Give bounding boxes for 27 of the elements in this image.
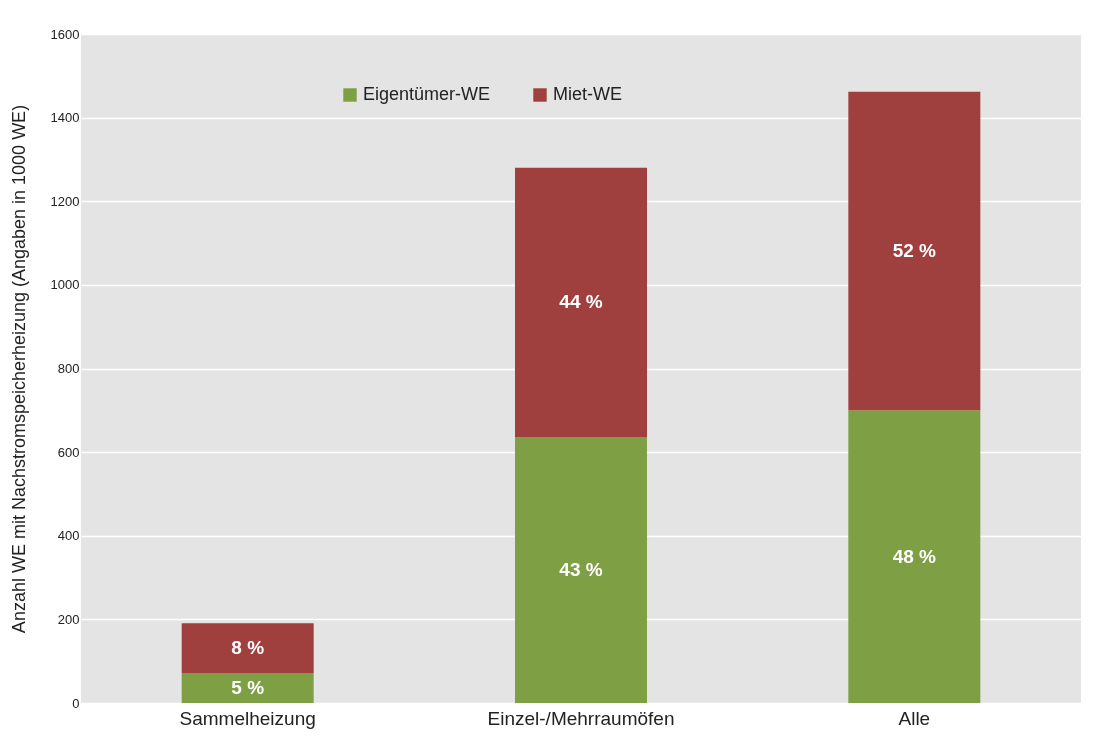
bar <box>848 91 981 411</box>
y-tick-label: 1600 <box>50 26 80 42</box>
bar <box>515 167 647 438</box>
y-tick-label: 800 <box>57 361 80 376</box>
y-tick-label: 600 <box>57 444 80 460</box>
annotation: 48 % <box>892 545 937 567</box>
x-tick-label: Sammelheizung <box>179 707 316 729</box>
y-tick-label: 200 <box>57 611 80 627</box>
y-tick-label: 1400 <box>50 110 80 126</box>
annotation: 52 % <box>892 240 937 262</box>
bar <box>181 623 314 673</box>
bar <box>848 410 981 703</box>
annotation: 43 % <box>559 559 603 581</box>
y-tick-label: 1200 <box>50 193 80 209</box>
y-axis-title: Anzahl WE mit Nachstromspeicherheizung (Angaben in 1000 WE) <box>8 104 29 634</box>
legend-label: Miet-WE <box>553 84 622 104</box>
y-tick-label: 0 <box>72 695 80 711</box>
bar <box>515 437 647 703</box>
y-tick-label: 400 <box>57 528 80 544</box>
bar <box>181 672 314 703</box>
x-tick-label: Einzel-/Mehrraumöfen <box>487 707 675 729</box>
y-tick-label: 1000 <box>50 277 80 293</box>
legend-label: Eigentümer-WE <box>363 84 491 104</box>
annotation: 5 % <box>231 676 265 698</box>
x-tick-label: Alle <box>898 707 931 729</box>
annotation: 44 % <box>559 291 603 313</box>
annotation: 8 % <box>231 637 265 659</box>
